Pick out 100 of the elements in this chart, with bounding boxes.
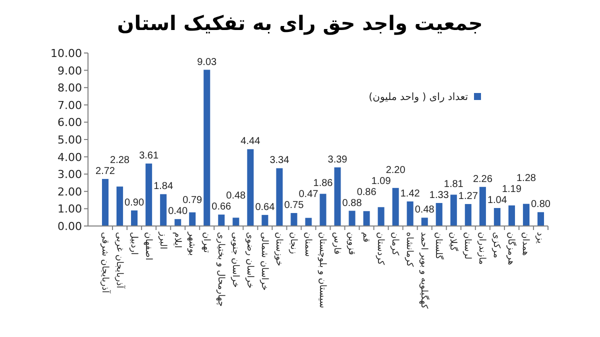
data-label: 1.19 — [502, 184, 522, 196]
bar — [204, 70, 210, 226]
x-tick-label: خوزستان — [273, 232, 284, 266]
data-label: 3.61 — [139, 150, 159, 162]
data-label: 0.48 — [414, 204, 435, 216]
bar — [436, 202, 442, 226]
y-tick-label: 1.00 — [58, 202, 82, 216]
x-tick-label: تهران — [200, 232, 211, 254]
data-label: 0.80 — [531, 199, 551, 210]
y-tick-label: 7.00 — [58, 98, 82, 112]
bar — [160, 194, 167, 226]
x-tick-label: خراسان شمالی — [258, 232, 269, 291]
bar — [102, 178, 109, 226]
x-tick-label: ایلام — [172, 232, 182, 248]
bar — [116, 186, 124, 226]
bar — [363, 211, 370, 226]
x-tick-label: آذربایجان غربی — [114, 232, 126, 289]
data-label: 2.26 — [472, 174, 493, 185]
x-tick-label: خراسان رضوی — [244, 232, 254, 288]
x-tick-label: لرستان — [462, 232, 472, 260]
y-tick-label: 4.00 — [58, 150, 82, 164]
y-tick-label: 8.00 — [58, 82, 82, 95]
data-label: 0.90 — [124, 197, 144, 208]
bar — [276, 168, 283, 226]
x-tick-label: قم — [360, 232, 371, 242]
x-tick-label: اردبیل — [128, 232, 138, 255]
x-tick-label: سمنان — [302, 232, 312, 257]
bar — [232, 218, 240, 226]
x-tick-label: بوشهر — [186, 231, 196, 256]
bar — [392, 188, 399, 226]
x-tick-label: خراسان جنوبی — [230, 232, 240, 288]
bar — [537, 212, 544, 226]
data-label: 0.86 — [356, 186, 377, 198]
bar — [305, 218, 312, 226]
bar — [262, 214, 268, 226]
bar — [131, 210, 138, 226]
data-label: 3.34 — [270, 155, 290, 166]
x-tick-label: سیستان و بلوچستان — [317, 232, 327, 308]
bar — [450, 194, 457, 226]
x-tick-label: هرمزگان — [506, 232, 518, 266]
data-label: 0.66 — [212, 202, 232, 213]
x-tick-label: کرمان — [390, 232, 400, 256]
data-label: 1.04 — [487, 195, 508, 206]
data-label: 1.33 — [429, 190, 450, 201]
data-label: 4.44 — [240, 136, 261, 148]
bar — [522, 204, 530, 226]
x-tick-label: گیلان — [448, 232, 460, 252]
y-tick-label: 3.00 — [58, 168, 82, 182]
data-label: 3.39 — [328, 154, 348, 166]
x-tick-label: فارس — [332, 232, 342, 254]
bar — [218, 214, 225, 226]
data-label: 0.64 — [255, 202, 276, 213]
data-label: 1.81 — [444, 178, 464, 190]
bar — [378, 207, 384, 226]
x-tick-label: مازندران — [476, 232, 487, 265]
bar — [479, 186, 486, 226]
y-tick-label: 9.00 — [58, 64, 82, 78]
data-label: 0.40 — [168, 206, 188, 218]
data-label: 0.75 — [284, 200, 304, 212]
bar — [508, 205, 515, 226]
bar — [334, 167, 341, 226]
data-label: 0.48 — [226, 190, 246, 202]
x-tick-label: مرکزی — [491, 232, 502, 258]
data-label: 1.86 — [313, 178, 334, 190]
bar — [320, 194, 326, 226]
y-tick-label: 10.00 — [50, 47, 82, 60]
bar — [290, 213, 298, 226]
bar — [189, 212, 196, 226]
y-tick-label: 0.00 — [58, 220, 82, 233]
x-tick-label: زنجان — [288, 232, 298, 254]
data-label: 0.79 — [182, 195, 203, 206]
bar — [146, 164, 152, 226]
data-label: 1.28 — [516, 173, 536, 184]
data-label: 2.28 — [110, 154, 130, 166]
x-tick-label: کهگیلویه و بویر احمد — [418, 232, 431, 310]
chart-title: جمعیت واجد حق رای به تفکیک استان — [117, 11, 483, 35]
data-label: 1.84 — [154, 181, 174, 192]
bar — [247, 149, 254, 226]
bar — [421, 218, 428, 226]
data-label: 1.42 — [400, 188, 420, 200]
legend: تعداد رای ( واحد ملیون) — [368, 92, 481, 103]
bar — [494, 208, 500, 226]
data-label: 1.27 — [458, 191, 478, 202]
bar — [174, 219, 182, 226]
y-tick-label: 5.00 — [58, 134, 82, 146]
y-tick-label: 2.00 — [58, 185, 82, 198]
y-tick-label: 6.00 — [58, 116, 82, 130]
x-tick-label: کرمانشاه — [404, 232, 414, 268]
data-label: 0.88 — [342, 198, 362, 209]
x-tick-label: کردستان — [375, 232, 386, 266]
data-label: 2.20 — [386, 164, 406, 176]
data-label: 9.03 — [197, 56, 218, 68]
x-tick-label: چهارمحال و بختیاری — [215, 232, 226, 307]
x-tick-label: اصفهان — [142, 232, 153, 260]
x-tick-label: یزد — [534, 232, 545, 244]
bar — [348, 210, 356, 226]
x-tick-label: گلستان — [433, 232, 446, 260]
data-label: 2.72 — [96, 166, 116, 177]
bar — [406, 201, 414, 226]
bar — [464, 204, 472, 226]
